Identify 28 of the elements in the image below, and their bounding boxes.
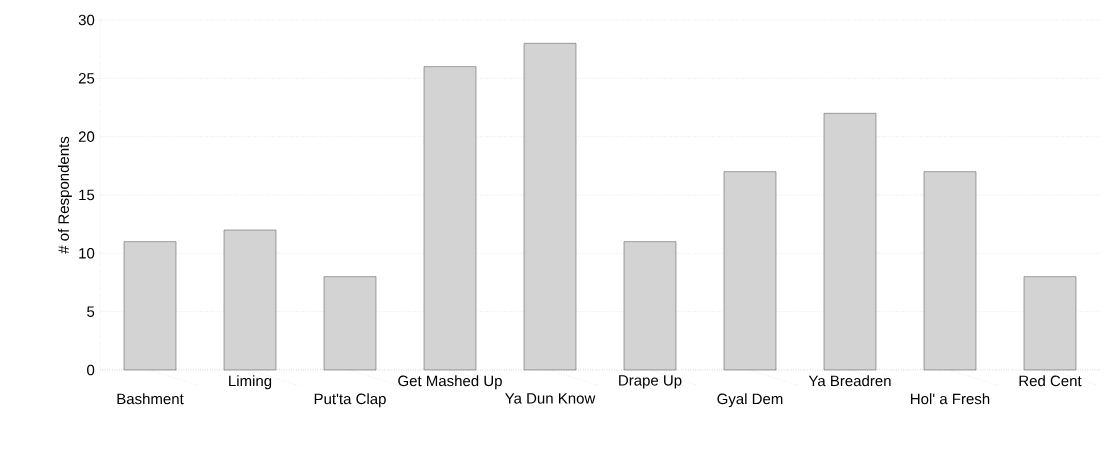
y-tick-label: 20	[78, 131, 95, 142]
x-tick-label: Hol' a Fresh	[911, 393, 990, 405]
x-tick-label: Ya Breadren	[808, 375, 891, 387]
bar	[423, 66, 477, 371]
y-tick-label: 25	[78, 73, 95, 84]
y-tick-label: 0	[87, 364, 95, 376]
y-axis-title: # of Respondents	[57, 136, 72, 254]
x-tick-label: Drape Up	[619, 375, 682, 389]
x-tick-label: Ya Dun Know	[505, 393, 596, 404]
bar	[623, 241, 677, 371]
bar	[723, 171, 777, 371]
y-tick-label: 15	[79, 189, 95, 201]
x-tick-label: Get Mashed Up	[398, 375, 502, 390]
bar	[523, 43, 577, 371]
x-tick-label: Red Cent	[1019, 375, 1082, 387]
y-tick-label: 10	[79, 248, 95, 259]
bar	[123, 241, 177, 371]
x-tick-label: Liming	[229, 375, 272, 390]
bar	[923, 171, 977, 371]
bar	[323, 276, 377, 371]
x-tick-label: Gyal Dem	[717, 393, 783, 408]
x-tick-label: Put'ta Clap	[314, 393, 386, 408]
y-tick-label: 30	[78, 14, 95, 26]
x-tick-label: Bashment	[117, 393, 184, 405]
bar	[223, 229, 277, 371]
bar	[823, 113, 877, 371]
y-tick-label: 5	[87, 306, 95, 317]
bar	[1023, 276, 1077, 371]
